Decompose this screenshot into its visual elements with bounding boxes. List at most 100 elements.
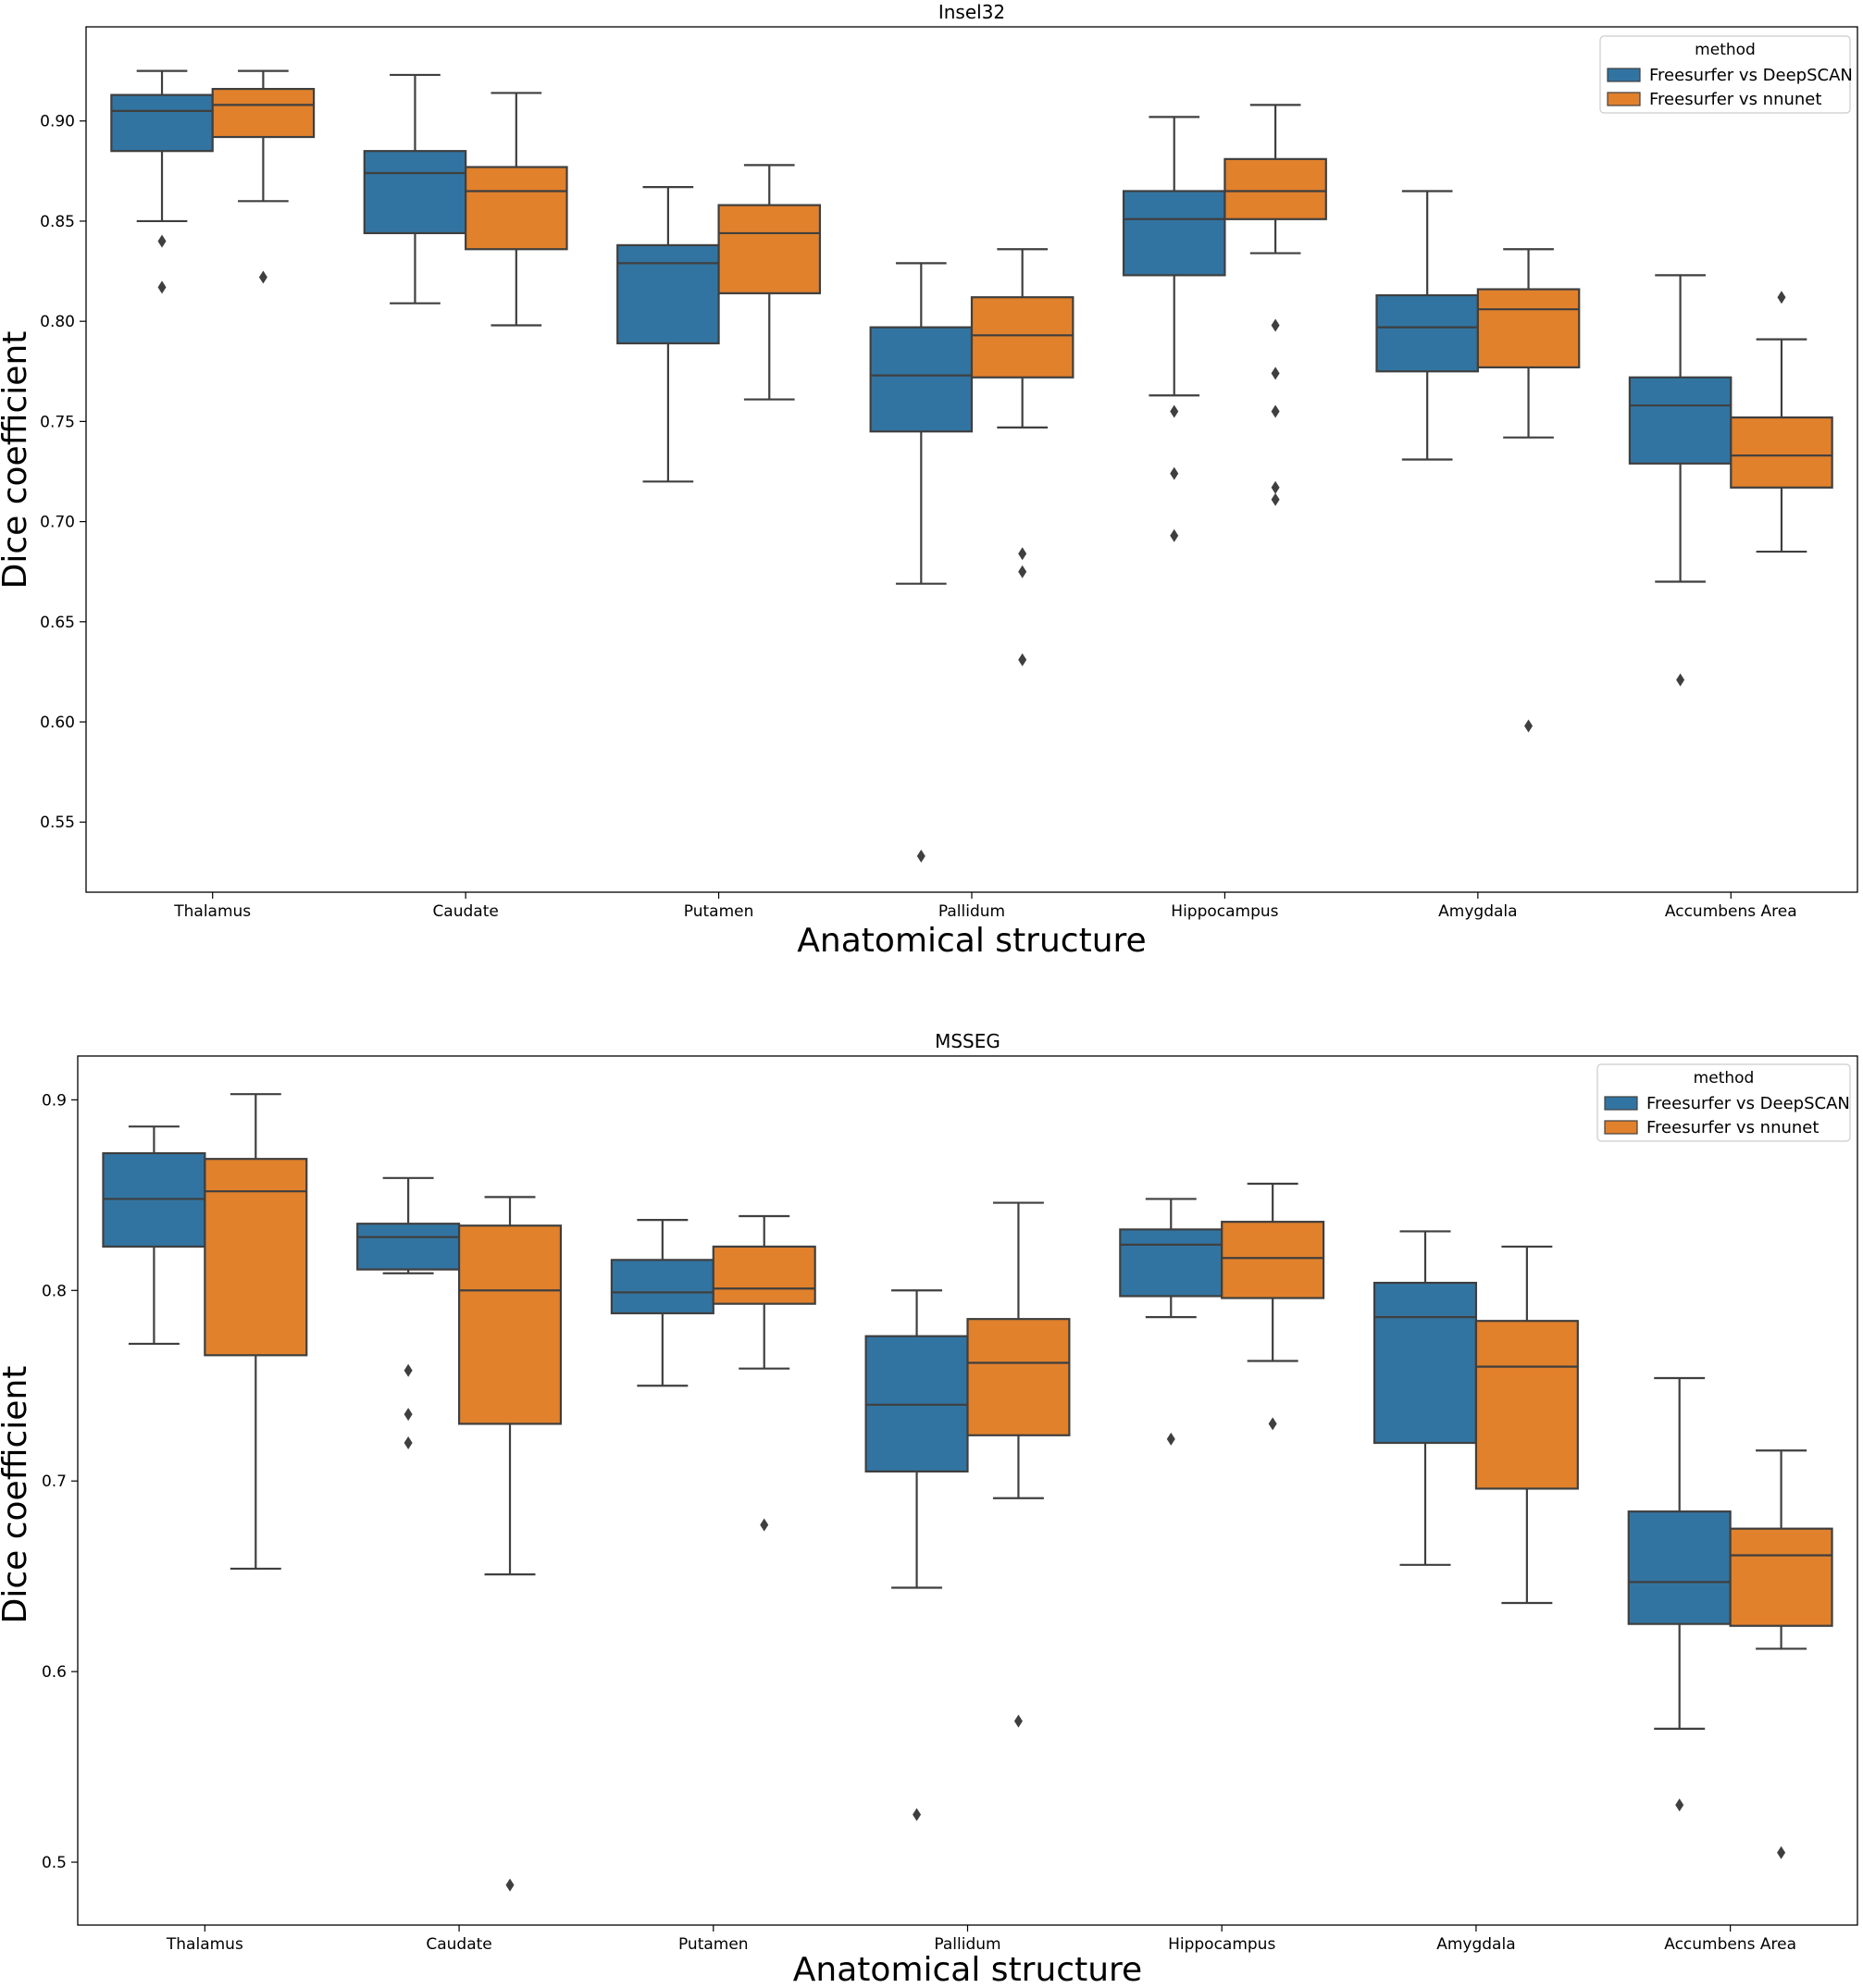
box-iqr — [1122, 190, 1226, 277]
outlier-point — [1271, 367, 1280, 380]
legend-swatch-0 — [1607, 68, 1641, 82]
box-pallidum-series1 — [966, 1201, 1071, 1728]
outlier-point — [1013, 1714, 1023, 1728]
legend: method Freesurfer vs DeepSCAN Freesurfer v… — [1596, 1063, 1851, 1142]
box-iqr — [363, 150, 467, 235]
outlier-point — [1018, 547, 1027, 561]
legend-swatch-1 — [1607, 92, 1641, 106]
box-iqr — [1729, 1527, 1833, 1627]
outlier-point — [1777, 291, 1786, 304]
box-thalamus-series0 — [110, 69, 214, 294]
box-iqr — [110, 93, 214, 153]
box-iqr — [1223, 157, 1327, 220]
y-tick-label: 0.70 — [40, 514, 75, 532]
y-tick-label: 0.6 — [42, 1663, 67, 1682]
outlier-point — [916, 850, 925, 864]
box-thalamus-series1 — [211, 69, 316, 284]
box-iqr — [1628, 376, 1733, 465]
x-tick-label: Accumbens Area — [1664, 1935, 1796, 1954]
outlier-point — [404, 1408, 413, 1422]
x-tick-label: Pallidum — [934, 1935, 1000, 1954]
legend-title: method — [1695, 41, 1756, 59]
x-tick-label: Hippocampus — [1168, 1935, 1275, 1954]
box-putamen-series1 — [712, 1214, 816, 1532]
x-tick-label: Thalamus — [173, 902, 251, 921]
outlier-point — [505, 1878, 515, 1892]
box-hippocampus-series0 — [1119, 1198, 1223, 1446]
box-hippocampus-series1 — [1223, 104, 1327, 506]
legend-box — [1599, 35, 1851, 114]
x-tick-label: Amygdala — [1438, 902, 1517, 921]
box-iqr — [1372, 1281, 1478, 1445]
y-tick-label: 0.60 — [40, 714, 75, 732]
outlier-point — [1676, 673, 1685, 687]
box-amygdala-series1 — [1474, 1245, 1579, 1605]
box-amygdala-series0 — [1375, 190, 1479, 461]
x-tick-label: Thalamus — [166, 1935, 243, 1954]
box-iqr — [1476, 288, 1581, 369]
y-tick-label: 0.90 — [40, 113, 75, 131]
box-iqr — [717, 204, 822, 294]
y-tick-label: 0.5 — [42, 1854, 67, 1872]
box-amygdala-series1 — [1476, 248, 1581, 733]
x-tick-label: Putamen — [684, 902, 754, 921]
box-putamen-series0 — [610, 1218, 714, 1387]
outlier-point — [1271, 480, 1280, 494]
box-thalamus-series1 — [204, 1093, 308, 1571]
x-tick-label: Caudate — [432, 902, 498, 921]
box-iqr — [465, 166, 568, 251]
box-iqr — [211, 87, 316, 139]
x-tick-label: Amygdala — [1436, 1935, 1515, 1954]
chart-panel-0: Insel32 0.55 0.60 0.65 0.70 0.75 0.80 0.85 0.90 T… — [0, 1, 1858, 960]
legend-swatch-0 — [1604, 1096, 1638, 1111]
y-tick-label: 0.75 — [40, 413, 75, 431]
legend-label-0: Freesurfer vs DeepSCAN — [1646, 1094, 1850, 1113]
outlier-point — [157, 234, 167, 248]
box-accumbens-area-series0 — [1627, 1376, 1732, 1812]
outlier-point — [1018, 652, 1027, 666]
box-iqr — [966, 1318, 1071, 1436]
box-iqr — [610, 1259, 714, 1315]
box-hippocampus-series1 — [1221, 1182, 1325, 1431]
box-iqr — [1730, 416, 1833, 489]
box-putamen-series1 — [717, 164, 822, 401]
box-hippocampus-series0 — [1122, 116, 1226, 542]
plot-frame — [85, 26, 1858, 893]
outlier-point — [1170, 466, 1179, 480]
outlier-point — [1170, 528, 1179, 542]
box-pallidum-series0 — [869, 262, 974, 864]
outlier-point — [913, 1808, 922, 1821]
box-iqr — [1474, 1320, 1579, 1490]
outlier-point — [1524, 719, 1534, 733]
box-caudate-series0 — [363, 73, 467, 304]
box-iqr — [970, 296, 1074, 379]
box-caudate-series1 — [457, 1196, 563, 1892]
y-axis-title: Dice coefficient — [0, 331, 34, 590]
x-tick-label: Caudate — [426, 1935, 491, 1954]
outlier-point — [1268, 1417, 1277, 1431]
box-pallidum-series1 — [970, 248, 1074, 666]
legend-box — [1596, 1063, 1851, 1142]
chart-title: Insel32 — [938, 1, 1005, 23]
y-tick-label: 0.9 — [42, 1091, 67, 1110]
box-iqr — [869, 326, 974, 433]
legend-label-0: Freesurfer vs DeepSCAN — [1649, 66, 1853, 85]
y-tick-label: 0.65 — [40, 614, 75, 632]
box-iqr — [1119, 1228, 1223, 1298]
box-iqr — [1627, 1510, 1732, 1625]
outlier-point — [1018, 565, 1027, 578]
x-tick-label: Putamen — [678, 1935, 749, 1954]
chart-panel-1: MSSEG 0.5 0.6 0.7 0.8 0.9 Thalamus Caudate Putam… — [0, 1030, 1858, 1988]
box-accumbens-area-series1 — [1729, 1449, 1833, 1859]
box-iqr — [1375, 293, 1479, 373]
outlier-point — [1271, 404, 1280, 418]
outlier-point — [1777, 1845, 1786, 1859]
outlier-point — [1271, 492, 1280, 506]
x-tick-label: Accumbens Area — [1665, 902, 1797, 921]
legend-swatch-1 — [1604, 1120, 1638, 1135]
box-iqr — [204, 1158, 308, 1357]
box-caudate-series0 — [356, 1176, 461, 1450]
box-caudate-series1 — [465, 92, 568, 327]
plot-frame — [77, 1055, 1858, 1926]
